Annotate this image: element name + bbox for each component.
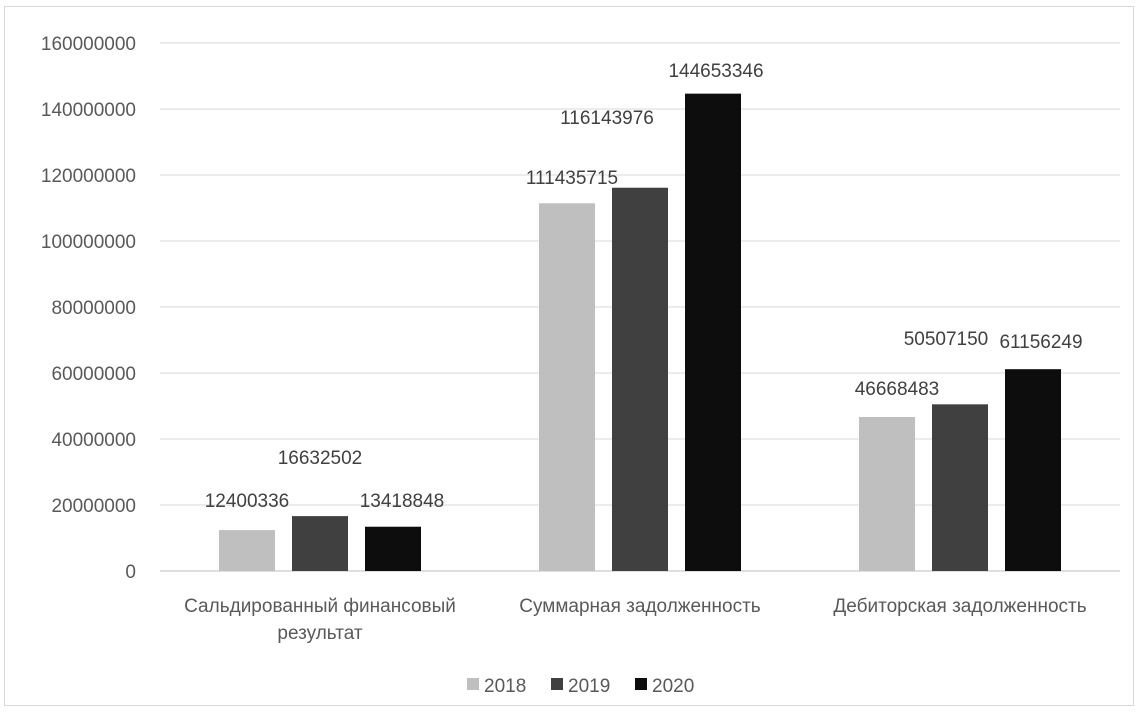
bar bbox=[932, 404, 988, 571]
data-label: 111435715 bbox=[526, 168, 618, 189]
y-tick-label: 60000000 bbox=[51, 364, 136, 385]
data-label: 144653346 bbox=[668, 61, 763, 82]
legend-swatch bbox=[551, 678, 563, 690]
y-tick-label: 0 bbox=[125, 562, 136, 583]
bar bbox=[685, 93, 741, 572]
legend-swatch bbox=[467, 678, 479, 690]
x-category-label: результат bbox=[277, 623, 362, 644]
y-tick-label: 160000000 bbox=[41, 34, 136, 55]
legend-label: 2020 bbox=[652, 676, 694, 697]
y-tick-label: 80000000 bbox=[51, 298, 136, 319]
y-tick-label: 100000000 bbox=[41, 232, 136, 253]
bar bbox=[859, 416, 915, 571]
data-label: 61156249 bbox=[999, 332, 1082, 353]
y-tick-label: 120000000 bbox=[41, 166, 136, 187]
y-tick-label: 40000000 bbox=[51, 430, 136, 451]
chart-frame bbox=[4, 6, 1134, 706]
legend-label: 2019 bbox=[568, 676, 610, 697]
data-label: 12400336 bbox=[205, 491, 290, 512]
data-label: 16632502 bbox=[278, 448, 363, 469]
bar bbox=[612, 187, 668, 571]
bar bbox=[365, 526, 421, 571]
data-label: 116143976 bbox=[560, 108, 654, 129]
bar bbox=[292, 516, 348, 571]
bar bbox=[1005, 369, 1061, 571]
data-label: 46668483 bbox=[855, 379, 940, 400]
x-category-label: Суммарная задолженность bbox=[519, 596, 761, 617]
data-label: 50507150 bbox=[904, 329, 989, 350]
bar bbox=[539, 203, 595, 571]
legend-swatch bbox=[635, 678, 647, 690]
data-label: 13418848 bbox=[360, 491, 445, 512]
y-tick-label: 140000000 bbox=[41, 100, 136, 121]
x-category-label: Дебиторская задолженность bbox=[833, 596, 1086, 617]
x-category-label: Сальдированный финансовый bbox=[184, 596, 456, 617]
legend-label: 2018 bbox=[484, 676, 526, 697]
bar bbox=[219, 530, 275, 571]
y-tick-label: 20000000 bbox=[51, 496, 136, 517]
